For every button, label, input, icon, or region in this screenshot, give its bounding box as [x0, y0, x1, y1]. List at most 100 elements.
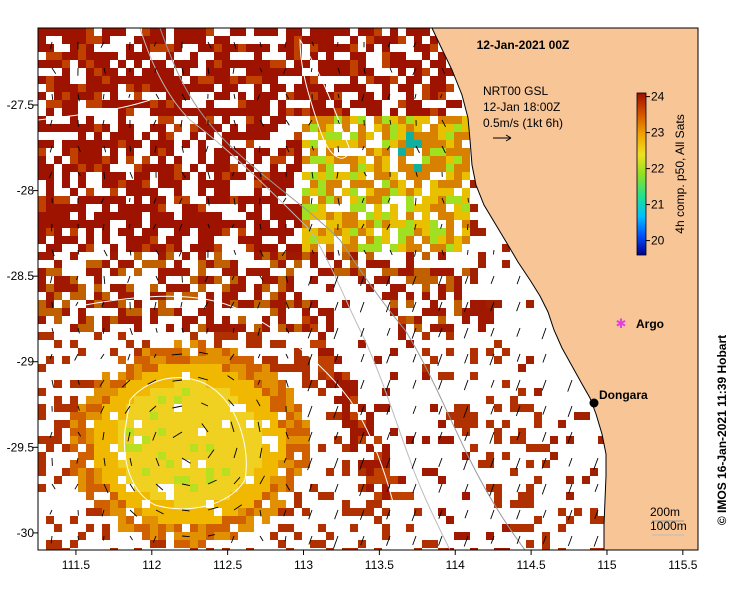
current-vector: [337, 93, 340, 99]
sst-pixel: [558, 508, 566, 516]
sst-pixel: [366, 148, 374, 156]
sst-pixel: [558, 548, 566, 550]
sst-pixel: [246, 68, 254, 76]
sst-pixel: [342, 460, 350, 468]
sst-pixel: [166, 236, 174, 244]
sst-pixel: [302, 508, 310, 516]
sst-pixel: [430, 188, 438, 196]
sst-pixel: [118, 172, 126, 180]
sst-pixel: [430, 404, 438, 412]
current-vector: [129, 249, 132, 256]
sst-pixel: [470, 348, 478, 356]
sst-pixel: [46, 540, 54, 548]
sst-pixel: [430, 156, 438, 164]
sst-pixel: [286, 388, 294, 396]
sst-pixel: [38, 164, 46, 172]
sst-pixel: [54, 244, 62, 252]
sst-pixel: [238, 500, 246, 508]
sst-pixel: [358, 52, 366, 60]
sst-pixel: [254, 252, 262, 260]
sst-pixel: [238, 148, 246, 156]
sst-pixel: [174, 428, 182, 436]
sst-pixel: [390, 348, 398, 356]
sst-pixel: [446, 188, 454, 196]
sst-pixel: [366, 28, 374, 36]
sst-pixel: [78, 452, 86, 460]
sst-pixel: [294, 436, 302, 444]
sst-pixel: [334, 60, 342, 68]
sst-pixel: [374, 468, 382, 476]
lat-tick-label: -30: [17, 526, 35, 540]
sst-pixel: [486, 460, 494, 468]
sst-pixel: [166, 148, 174, 156]
sst-pixel: [390, 60, 398, 68]
sst-pixel: [158, 412, 166, 420]
sst-pixel: [390, 428, 398, 436]
sst-pixel: [366, 68, 374, 76]
sst-pixel: [102, 388, 110, 396]
current-vector: [207, 67, 210, 75]
current-vector: [334, 301, 339, 311]
sst-pixel: [262, 428, 270, 436]
sst-pixel: [406, 100, 414, 108]
sst-pixel: [366, 284, 374, 292]
current-vector: [74, 483, 79, 490]
sst-pixel: [46, 164, 54, 172]
current-vector: [282, 197, 287, 203]
sst-pixel: [134, 468, 142, 476]
sst-pixel: [222, 524, 230, 532]
sst-pixel: [374, 196, 382, 204]
sst-pixel: [118, 212, 126, 220]
sst-pixel: [230, 28, 238, 36]
sst-pixel: [70, 412, 78, 420]
sst-pixel: [174, 44, 182, 52]
sst-pixel: [134, 212, 142, 220]
sst-pixel: [214, 452, 222, 460]
sst-pixel: [126, 236, 134, 244]
sst-pixel: [294, 164, 302, 172]
sst-pixel: [358, 508, 366, 516]
sst-pixel: [470, 204, 478, 212]
sst-pixel: [366, 100, 374, 108]
sst-pixel: [462, 196, 470, 204]
sst-pixel: [118, 132, 126, 140]
sst-pixel: [206, 428, 214, 436]
sst-pixel: [422, 140, 430, 148]
sst-pixel: [286, 460, 294, 468]
sst-pixel: [382, 92, 390, 100]
sst-pixel: [86, 396, 94, 404]
sst-pixel: [158, 508, 166, 516]
current-vector: [259, 41, 262, 48]
sst-pixel: [238, 60, 246, 68]
sst-pixel: [286, 52, 294, 60]
sst-pixel: [446, 244, 454, 252]
sst-pixel: [222, 260, 230, 268]
sst-pixel: [190, 452, 198, 460]
sst-pixel: [206, 436, 214, 444]
sst-pixel: [430, 220, 438, 228]
sst-pixel: [390, 52, 398, 60]
sst-pixel: [158, 28, 166, 36]
sst-pixel: [94, 436, 102, 444]
sst-pixel: [422, 236, 430, 244]
sst-pixel: [326, 140, 334, 148]
sst-pixel: [478, 308, 486, 316]
sst-pixel: [478, 324, 486, 332]
sst-pixel: [326, 188, 334, 196]
sst-pixel: [278, 68, 286, 76]
sst-pixel: [38, 44, 46, 52]
sst-pixel: [438, 308, 446, 316]
sst-pixel: [94, 284, 102, 292]
sst-pixel: [118, 492, 126, 500]
sst-pixel: [246, 108, 254, 116]
sst-pixel: [390, 372, 398, 380]
sst-pixel: [158, 268, 166, 276]
sst-pixel: [302, 228, 310, 236]
sst-pixel: [390, 204, 398, 212]
sst-pixel: [302, 300, 310, 308]
sst-pixel: [534, 388, 542, 396]
sst-pixel: [374, 124, 382, 132]
sst-pixel: [438, 68, 446, 76]
sst-pixel: [166, 284, 174, 292]
sst-pixel: [38, 196, 46, 204]
